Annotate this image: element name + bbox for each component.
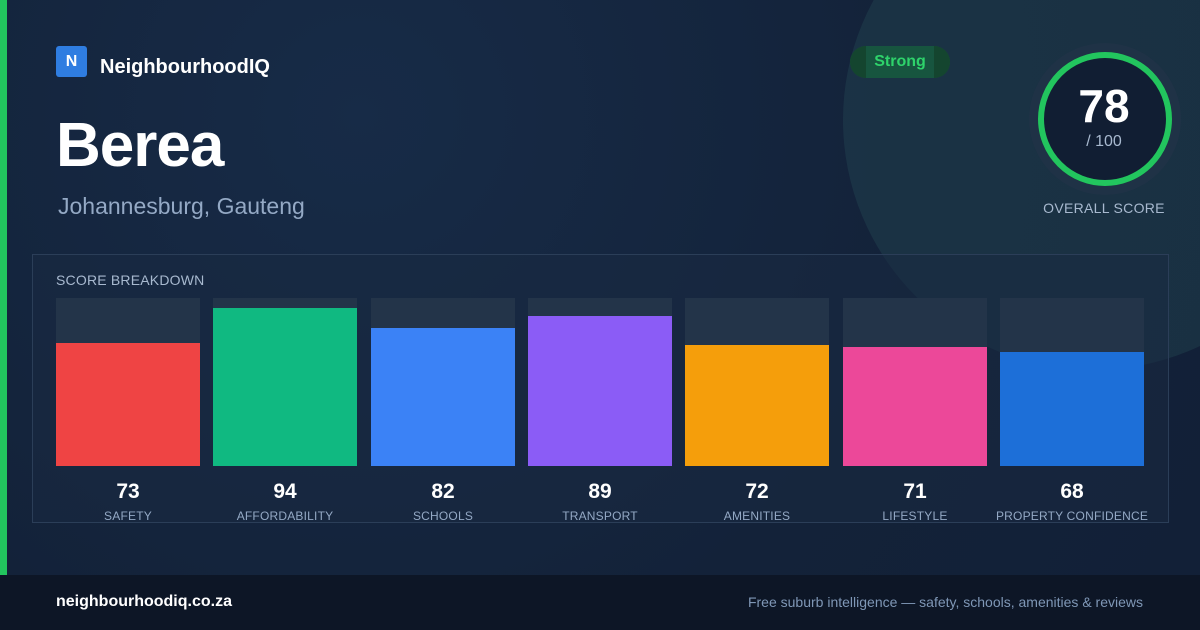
score-bar-value: 82 — [431, 480, 455, 503]
overall-score-label: OVERALL SCORE — [1043, 200, 1165, 216]
score-ring-progress — [1038, 52, 1172, 186]
overall-score-max: / 100 — [1086, 133, 1122, 150]
brand-name: NeighbourhoodIQ — [100, 56, 270, 78]
score-bar-track — [843, 298, 987, 466]
score-bar-fill — [371, 328, 515, 466]
score-bar-value: 89 — [588, 480, 612, 503]
score-bar-label: AMENITIES — [723, 509, 791, 523]
score-bar-label: PROPERTY CONFIDENCE — [995, 509, 1149, 523]
score-bar-fill — [685, 345, 829, 466]
score-breakdown-title: SCORE BREAKDOWN — [56, 272, 205, 288]
accent-bar — [0, 0, 7, 575]
logo-icon: N — [56, 46, 87, 77]
rating-badge-label: Strong — [874, 53, 926, 70]
score-bar-label: TRANSPORT — [562, 509, 638, 523]
footer-url[interactable]: neighbourhoodiq.co.za — [56, 593, 232, 610]
score-bar-track — [528, 298, 672, 466]
score-bar-property-confidence: 68 PROPERTY CONFIDENCE — [996, 298, 1148, 523]
score-bar-fill — [56, 343, 200, 466]
score-bar-track — [1000, 298, 1144, 466]
score-bar-lifestyle: 71 LIFESTYLE — [843, 298, 987, 523]
logo-letter: N — [65, 52, 78, 70]
score-bar-label: LIFESTYLE — [882, 509, 948, 523]
score-bar-track — [213, 298, 357, 466]
score-breakdown-bars: 73 SAFETY 94 AFFORDABILITY 82 SCHOOLS 89 TRANSP… — [56, 298, 1148, 528]
rating-badge: Strong — [850, 46, 950, 78]
footer-tagline: Free suburb intelligence — safety, schoo… — [747, 594, 1143, 610]
overall-score-value: 78 — [1078, 80, 1130, 132]
score-bar-value: 94 — [273, 480, 297, 503]
footer: neighbourhoodiq.co.za Free suburb intell… — [0, 575, 1200, 630]
score-bar-fill — [528, 316, 672, 466]
score-bar-fill — [843, 347, 987, 466]
score-bar-fill — [1000, 352, 1144, 466]
score-bar-value: 68 — [1060, 480, 1084, 503]
score-bar-label: SAFETY — [104, 509, 152, 523]
score-bar-schools: 82 SCHOOLS — [371, 298, 515, 523]
score-bar-amenities: 72 AMENITIES — [685, 298, 829, 523]
overall-score-ring: 78 / 100 — [1029, 43, 1181, 195]
score-bar-label: SCHOOLS — [412, 509, 474, 523]
score-bar-transport: 89 TRANSPORT — [528, 298, 672, 523]
score-bar-track — [685, 298, 829, 466]
suburb-location: Johannesburg, Gauteng — [58, 193, 305, 219]
score-bar-safety: 73 SAFETY — [56, 298, 200, 523]
score-ring-inner — [1041, 55, 1169, 183]
score-bar-track — [56, 298, 200, 466]
score-bar-label: AFFORDABILITY — [236, 509, 334, 523]
suburb-title: Berea — [56, 111, 224, 180]
score-bar-affordability: 94 AFFORDABILITY — [213, 298, 357, 523]
score-bar-value: 72 — [745, 480, 769, 503]
score-bar-fill — [213, 308, 357, 466]
score-bar-value: 71 — [903, 480, 927, 503]
score-bar-value: 73 — [116, 480, 140, 503]
score-bar-track — [371, 298, 515, 466]
score-ring-graphic — [1029, 43, 1181, 195]
